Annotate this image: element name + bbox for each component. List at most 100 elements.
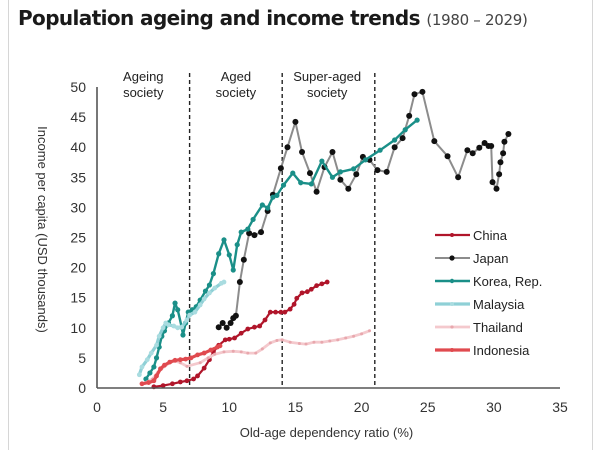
data-point	[278, 309, 284, 315]
threshold-lines	[188, 73, 376, 388]
data-point	[260, 347, 264, 351]
y-tick-label: 40	[70, 139, 86, 155]
zone-label: Ageing	[123, 69, 163, 84]
legend-swatch-marker	[450, 233, 454, 237]
legend: China Japan Korea, Rep. Malaysia Thailand Ind…	[435, 228, 542, 358]
data-point	[288, 340, 292, 344]
data-point	[273, 309, 278, 315]
y-tick-label: 0	[78, 380, 86, 396]
data-point	[270, 194, 276, 200]
legend-label: Indonesia	[473, 343, 530, 358]
data-point	[154, 342, 159, 348]
legend-item: Korea, Rep.	[435, 274, 542, 289]
zone-label: Super-aged	[293, 69, 361, 84]
data-point	[496, 171, 503, 178]
data-point	[320, 340, 324, 344]
data-point	[206, 282, 213, 288]
data-point	[183, 356, 189, 362]
data-point	[238, 330, 244, 336]
data-point	[238, 229, 244, 235]
series-line	[217, 90, 510, 329]
data-point	[277, 165, 284, 172]
data-point	[166, 322, 171, 328]
legend-item: Indonesia	[435, 343, 530, 358]
data-point	[201, 350, 207, 356]
data-point	[201, 296, 207, 302]
data-point	[257, 323, 263, 329]
data-point	[245, 326, 251, 332]
data-point	[169, 313, 176, 319]
data-point	[139, 381, 145, 387]
data-point	[464, 147, 471, 154]
x-tick-label: 35	[552, 399, 568, 415]
data-point	[210, 271, 217, 277]
data-point	[290, 170, 296, 176]
data-point	[201, 365, 207, 371]
data-point	[177, 357, 183, 363]
data-point	[227, 319, 234, 326]
data-point	[414, 117, 420, 123]
zone-labels: AgeingsocietyAgedsocietySuper-agedsociet…	[123, 69, 361, 100]
data-point	[476, 144, 483, 151]
data-point	[292, 118, 299, 125]
series-line	[143, 329, 371, 385]
data-point	[275, 338, 279, 342]
data-point	[419, 88, 426, 95]
data-point	[188, 355, 194, 361]
data-point	[411, 91, 418, 98]
data-point	[144, 357, 150, 363]
data-point	[206, 356, 210, 360]
x-tick-label: 30	[486, 399, 502, 415]
data-point	[352, 334, 356, 338]
data-point	[148, 350, 154, 356]
data-point	[455, 174, 462, 181]
legend-item: Malaysia	[435, 297, 525, 312]
data-point	[222, 337, 228, 343]
legend-item: China	[435, 228, 508, 243]
y-axis-label: Income per capita (USD thousands)	[35, 126, 50, 333]
data-point	[160, 325, 166, 331]
data-point	[497, 159, 504, 166]
data-point	[151, 378, 157, 384]
series-japan	[215, 88, 512, 331]
x-tick-label: 10	[221, 399, 237, 415]
data-point	[175, 307, 181, 313]
title-main: Population ageing and income trends	[18, 6, 421, 30]
legend-label: Malaysia	[473, 297, 525, 312]
axes: 0 5 10 15 20 25 30 35 40 45 50 0 5 10 15 20 25 30 35 Old-ag…	[35, 79, 568, 440]
data-point	[280, 338, 284, 342]
data-point	[258, 229, 265, 236]
data-point	[298, 180, 304, 186]
data-point	[139, 364, 145, 370]
data-point	[170, 381, 175, 387]
data-point	[267, 309, 273, 315]
data-point	[493, 185, 500, 192]
chart-title: Population ageing and income trends (198…	[18, 6, 528, 30]
series-thailand	[143, 329, 372, 385]
data-point	[282, 309, 288, 315]
y-tick-label: 15	[70, 290, 86, 306]
data-point	[187, 312, 193, 318]
data-point	[328, 339, 332, 343]
chart-frame	[8, 0, 593, 450]
data-point	[308, 286, 314, 292]
data-point	[329, 174, 336, 180]
data-point	[147, 370, 153, 376]
y-tick-label: 25	[70, 230, 86, 246]
legend-swatch-marker	[449, 278, 455, 284]
data-point	[488, 142, 495, 149]
data-point	[329, 149, 336, 156]
data-point	[402, 127, 408, 133]
data-point	[362, 157, 369, 163]
data-point	[319, 158, 325, 164]
data-point	[245, 226, 251, 232]
y-tick-label: 30	[70, 199, 86, 215]
x-tick-label: 25	[420, 399, 436, 415]
data-point	[177, 379, 183, 385]
data-point	[221, 237, 227, 243]
data-point	[304, 342, 308, 346]
x-tick-label: 5	[159, 399, 167, 415]
title-sub: (1980 – 2029)	[426, 11, 528, 29]
data-point	[154, 373, 159, 379]
